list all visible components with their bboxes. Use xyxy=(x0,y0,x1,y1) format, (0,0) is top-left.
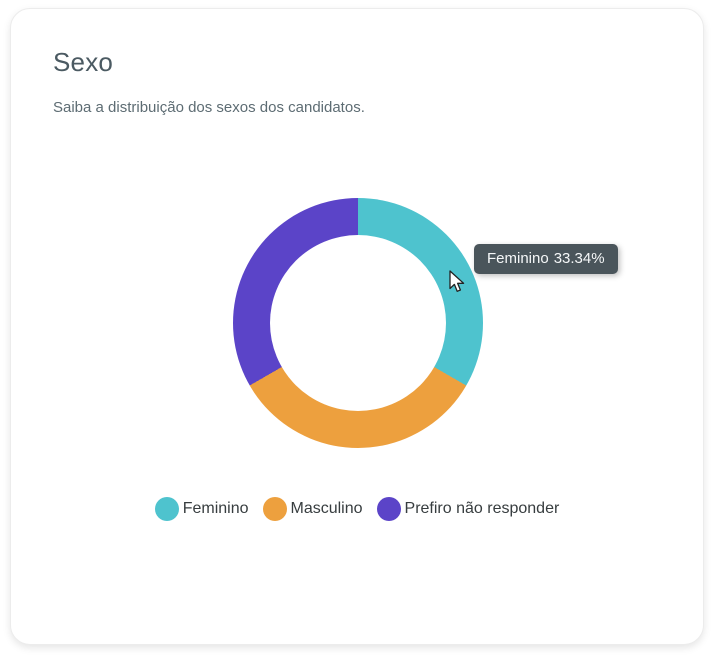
card-subtitle: Saiba a distribuição dos sexos dos candi… xyxy=(53,99,365,116)
chart-tooltip: Feminino 33.34% xyxy=(474,244,618,274)
legend-item-prefiro-nao-responder[interactable]: Prefiro não responder xyxy=(376,497,560,521)
legend-item-feminino[interactable]: Feminino xyxy=(154,497,249,521)
donut-hole xyxy=(270,235,446,411)
legend-item-masculino[interactable]: Masculino xyxy=(262,497,363,521)
tooltip-value: 33.34% xyxy=(553,250,605,267)
legend-marker-masculino xyxy=(262,497,287,521)
tooltip-series-label: Feminino xyxy=(487,250,549,267)
legend-label-prefiro-nao-responder: Prefiro não responder xyxy=(404,500,560,517)
card-title: Sexo xyxy=(53,47,114,77)
legend-marker-feminino xyxy=(154,497,179,521)
sexo-card: Sexo Saiba a distribuição dos sexos dos … xyxy=(10,8,704,645)
chart-legend: Feminino Masculino Prefiro não responder xyxy=(11,497,703,521)
legend-label-masculino: Masculino xyxy=(290,500,363,517)
donut-chart[interactable] xyxy=(233,198,483,448)
legend-label-feminino: Feminino xyxy=(182,500,249,517)
legend-marker-prefiro-nao-responder xyxy=(376,497,401,521)
